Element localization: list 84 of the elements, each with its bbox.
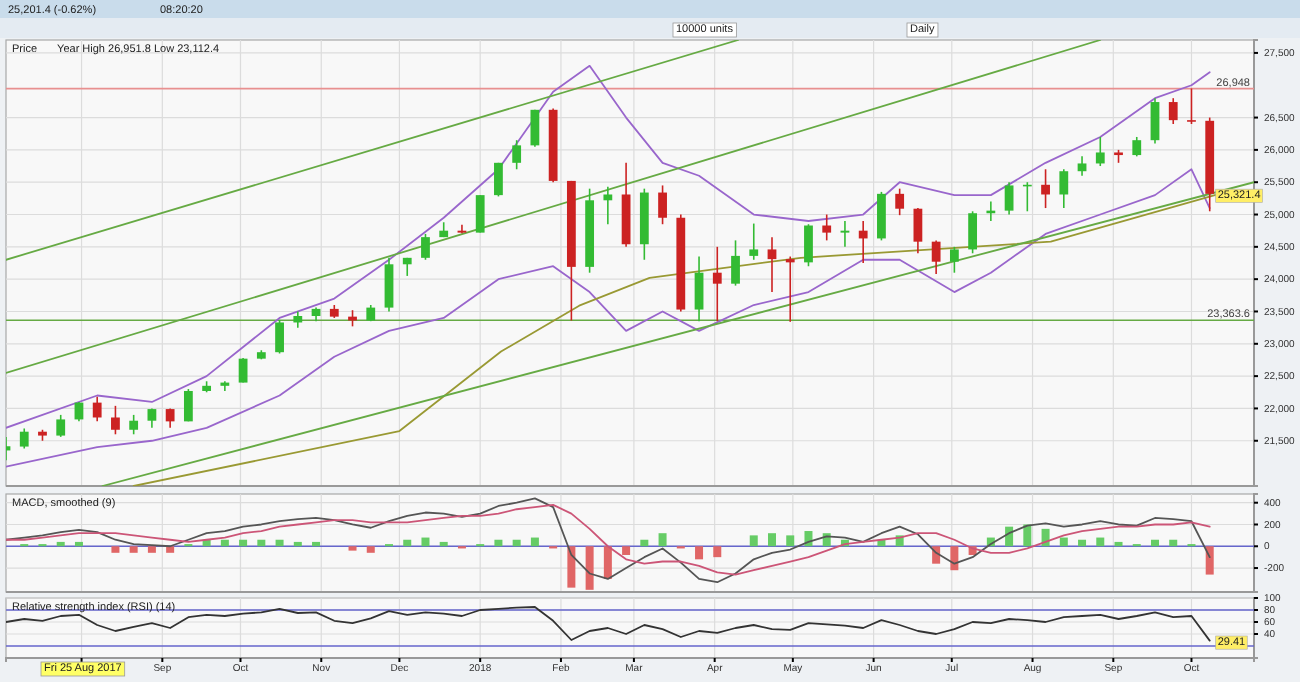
candlestick: [895, 187, 905, 216]
candlestick: [749, 222, 759, 261]
candlestick: [238, 357, 248, 384]
candlestick: [111, 405, 120, 436]
bar: [768, 533, 776, 547]
bar: [622, 546, 631, 555]
bar: [512, 539, 521, 547]
candlestick: [421, 233, 430, 261]
bar: [494, 539, 503, 547]
bar: [1114, 541, 1123, 547]
candlestick: [275, 319, 284, 355]
bar: [293, 541, 302, 547]
candlestick: [183, 388, 193, 423]
candlestick: [1132, 136, 1142, 158]
bar: [275, 539, 284, 547]
candlestick: [658, 184, 667, 226]
candlestick: [931, 239, 941, 275]
bar: [749, 535, 758, 547]
bar: [129, 546, 138, 553]
candlestick: [19, 427, 29, 450]
candlestick: [1077, 155, 1087, 177]
candlestick: [712, 246, 722, 322]
candlestick: [384, 257, 394, 313]
bar: [257, 539, 266, 547]
bar: [1205, 546, 1214, 575]
candlestick: [913, 207, 923, 255]
candlestick: [767, 236, 777, 293]
candlestick: [949, 246, 959, 274]
bar: [366, 546, 375, 553]
candlestick: [165, 407, 175, 429]
bar: [567, 546, 576, 588]
bar: [530, 537, 539, 547]
bar: [1078, 539, 1087, 547]
bar: [640, 539, 649, 547]
bar: [74, 541, 83, 547]
bar: [421, 537, 430, 547]
line-series: [6, 64, 1211, 429]
bar: [950, 546, 959, 571]
candlestick: [1187, 87, 1196, 125]
bar: [603, 546, 612, 579]
candlestick: [1004, 181, 1014, 216]
candlestick: [1059, 168, 1069, 209]
bar: [1150, 539, 1159, 547]
bar: [1023, 524, 1032, 547]
candlestick: [858, 220, 868, 264]
candlestick: [457, 224, 467, 235]
candlestick: [1041, 168, 1050, 209]
candlestick: [129, 414, 139, 436]
candlestick: [1095, 136, 1105, 167]
candlestick: [1168, 97, 1178, 125]
candlestick: [968, 210, 978, 255]
candlestick: [785, 255, 795, 323]
bar: [439, 541, 448, 547]
candlestick: [56, 414, 66, 438]
bar: [111, 546, 120, 553]
bar: [403, 539, 412, 547]
bar: [695, 546, 704, 560]
candlestick: [147, 407, 157, 429]
bar: [585, 546, 594, 590]
candlestick: [512, 139, 522, 171]
bar: [239, 539, 248, 547]
candlestick: [877, 191, 886, 242]
candlestick: [731, 239, 740, 287]
candlestick: [840, 220, 850, 248]
bar: [56, 541, 65, 547]
bar: [1059, 537, 1068, 547]
candlestick: [804, 223, 813, 268]
line-series: [6, 168, 1211, 468]
candlestick: [603, 185, 613, 226]
bar: [658, 533, 667, 547]
bar: [786, 535, 795, 547]
candlestick: [475, 194, 485, 234]
bar: [1096, 537, 1105, 547]
candlestick: [1150, 97, 1160, 145]
candlestick: [822, 213, 832, 242]
line-series: [6, 606, 1211, 642]
bar: [713, 546, 722, 558]
bar: [220, 539, 229, 547]
candlestick: [694, 255, 704, 322]
candlestick: [92, 396, 102, 423]
candlestick: [494, 162, 503, 198]
bar: [147, 546, 156, 553]
bar: [1169, 539, 1178, 547]
bar: [312, 541, 321, 547]
